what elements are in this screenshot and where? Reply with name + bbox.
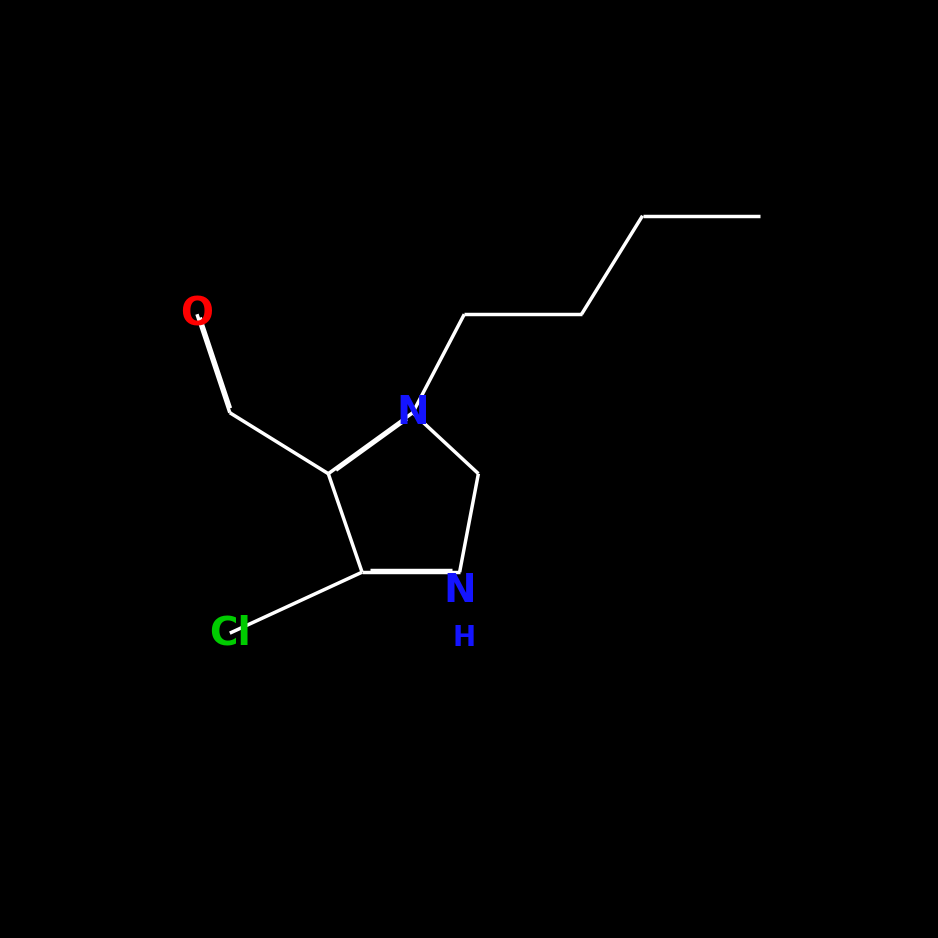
Text: N: N xyxy=(444,572,476,611)
Text: Cl: Cl xyxy=(209,614,250,652)
Text: O: O xyxy=(180,295,214,333)
Text: N: N xyxy=(397,394,429,431)
Text: H: H xyxy=(453,624,476,652)
